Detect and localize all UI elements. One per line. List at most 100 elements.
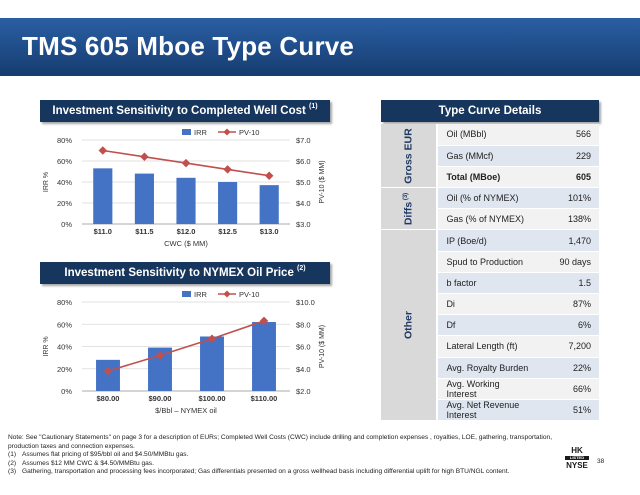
group-label: Diffs (3) <box>381 187 439 231</box>
table-row: Lateral Length (ft) 7,200 <box>381 335 599 358</box>
row-value: 566 <box>537 124 599 146</box>
chart2-pv10-line <box>107 320 265 372</box>
chart2-y-axis-title: IRR % <box>43 336 50 356</box>
chart2-y2tick-label: $10.0 <box>296 298 315 307</box>
group-label: Other <box>381 229 439 422</box>
row-value: 6% <box>537 314 599 337</box>
row-label: Di <box>437 293 537 316</box>
row-label: Avg. Working Interest <box>437 378 537 400</box>
chart1-header: Investment Sensitivity to Completed Well… <box>40 100 330 122</box>
row-label: Total (MBoe) <box>437 166 537 189</box>
row-label: Oil (% of NYMEX) <box>437 187 537 210</box>
row-value: 229 <box>537 145 599 167</box>
row-value: 87% <box>537 293 599 316</box>
footnote-text: Assumes flat pricing of $95/bbl oil and … <box>22 451 189 459</box>
chart1-bar <box>93 168 113 224</box>
chart1-bar <box>134 173 154 224</box>
table-row: Avg. Net Revenue Interest 51% <box>381 399 599 422</box>
page-number: 38 <box>597 458 605 465</box>
chart1-category-label: $11.0 <box>94 227 112 236</box>
chart1-ytick-label: 80% <box>57 136 72 145</box>
chart1-y2tick-label: $7.0 <box>296 136 311 145</box>
chart1-ytick-label: 20% <box>57 199 72 208</box>
chart1-bar <box>259 185 279 224</box>
row-label: Spud to Production <box>437 251 537 273</box>
table-row: Diffs (3) Oil (% of NYMEX) 101% <box>381 187 599 231</box>
footnote-number: (2) <box>8 459 17 467</box>
row-value: 1.5 <box>537 272 599 295</box>
chart1-legend-pv10: PV-10 <box>239 128 259 137</box>
chart1-y2tick-label: $6.0 <box>296 157 311 166</box>
chart1-category-label: $11.5 <box>135 227 153 236</box>
row-value: 605 <box>537 166 599 189</box>
chart2-bar <box>148 347 172 391</box>
table-row: Total (MBoe) 605 <box>381 166 599 189</box>
chart1-ytick-label: 40% <box>57 178 72 187</box>
chart2-bar <box>252 322 276 391</box>
footnote-number: (3) <box>8 468 17 476</box>
chart2-legend-pv10: PV-10 <box>239 290 259 299</box>
chart1-legend-marker-pv10 <box>223 128 231 136</box>
chart1-legend-swatch-irr <box>182 129 191 135</box>
chart-oil-price-sensitivity: 0% 20% 40% 60% 80% $2.0 $4.0 $6.0 $8.0 $10.0 $80.0… <box>30 286 330 421</box>
chart1-bar <box>218 182 238 224</box>
logo-ticker: HK <box>571 446 583 455</box>
table-row: Gas (% of NYMEX) 138% <box>381 208 599 231</box>
chart2-ytick-label: 20% <box>57 365 72 374</box>
chart1-bar <box>176 177 196 224</box>
chart1-header-sup: (1) <box>309 103 318 110</box>
chart1-ytick-label: 0% <box>61 220 72 229</box>
chart1-category-label: $12.0 <box>177 227 196 236</box>
table-row: Avg. Working Interest 66% <box>381 378 599 400</box>
chart1-pv10-point <box>223 165 232 174</box>
logo-exchange: NYSE <box>566 461 588 470</box>
chart1-x-axis-title: CWC ($ MM) <box>164 239 208 248</box>
row-label: Oil (MBbl) <box>437 124 537 146</box>
chart2-legend-irr: IRR <box>194 290 208 299</box>
chart2-category-label: $110.00 <box>251 394 278 403</box>
row-label: Gas (MMcf) <box>437 145 537 167</box>
group-label-sup: (3) <box>403 192 410 202</box>
chart2-bar <box>200 336 224 391</box>
footnote-note: Note: See "Cautionary Statements" on pag… <box>8 434 553 450</box>
chart2-y2tick-label: $2.0 <box>296 387 311 396</box>
chart2-header: Investment Sensitivity to NYMEX Oil Pric… <box>40 262 330 284</box>
chart2-y2tick-label: $8.0 <box>296 320 311 329</box>
chart2-pv10-point <box>259 316 269 326</box>
chart-cwc-sensitivity: 0% 20% 40% 60% 80% $3.0 $4.0 $5.0 $6.0 $7.0 $11.0 $… <box>30 124 330 254</box>
chart1-y2tick-label: $5.0 <box>296 178 311 187</box>
chart1-y2tick-label: $4.0 <box>296 199 311 208</box>
footnote-item: (1) Assumes flat pricing of $95/bbl oil a… <box>8 451 568 460</box>
table-row: Avg. Royalty Burden 22% <box>381 357 599 379</box>
group-label-text: Gross EUR <box>402 127 415 184</box>
row-value: 1,470 <box>537 229 599 252</box>
footnotes: Note: See "Cautionary Statements" on pag… <box>8 434 568 477</box>
chart2-y2-axis-title: PV-10 ($ MM) <box>319 325 326 368</box>
footnote-item: (2) Assumes $12 MM CWC & $4.50/MMBtu gas. <box>8 460 568 469</box>
footnote-text: Gathering, transportation and processing… <box>22 468 510 476</box>
footnote-text: Assumes $12 MM CWC & $4.50/MMBtu gas. <box>22 459 154 467</box>
row-value: 90 days <box>537 251 599 273</box>
chart2-svg: 0% 20% 40% 60% 80% $2.0 $4.0 $6.0 $8.0 $10.0 $80.0… <box>43 290 326 415</box>
table-row: Gas (MMcf) 229 <box>381 145 599 167</box>
table-row: Gross EUR Oil (MBbl) 566 <box>381 124 599 189</box>
chart2-ytick-label: 0% <box>61 387 72 396</box>
chart1-pv10-point <box>181 158 191 168</box>
chart1-category-label: $13.0 <box>260 227 279 236</box>
chart1-svg: 0% 20% 40% 60% 80% $3.0 $4.0 $5.0 $6.0 $7.0 $11.0 $… <box>43 128 326 248</box>
row-label: b factor <box>437 272 537 295</box>
row-value: 7,200 <box>537 335 599 358</box>
nyse-logo: HK LISTED NYSE <box>565 446 589 470</box>
chart2-header-sup: (2) <box>297 265 306 272</box>
chart2-legend-marker-pv10 <box>223 290 231 298</box>
group-label-text: Other <box>402 311 415 340</box>
group-label-text: Diffs (3) <box>402 192 415 225</box>
table-row: Other IP (Boe/d) 1,470 <box>381 229 599 422</box>
row-value: 138% <box>537 208 599 231</box>
group-label: Gross EUR <box>381 124 439 189</box>
table-header: Type Curve Details <box>381 100 599 122</box>
chart2-y2tick-label: $4.0 <box>296 365 311 374</box>
row-label: Lateral Length (ft) <box>437 335 537 358</box>
chart1-legend-irr: IRR <box>194 128 208 137</box>
page-title: TMS 605 Mboe Type Curve <box>22 31 355 61</box>
